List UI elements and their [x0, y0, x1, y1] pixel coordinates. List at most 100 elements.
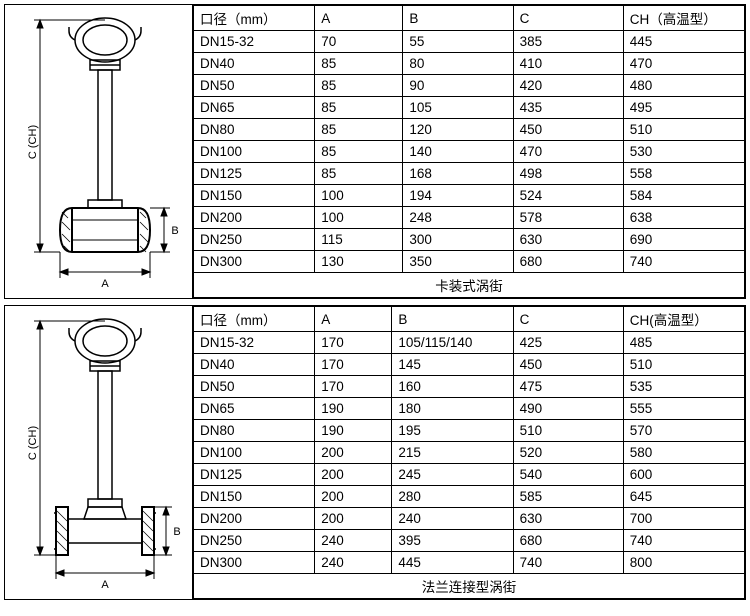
table-cell: 645: [623, 486, 744, 508]
table-cell: 240: [315, 530, 392, 552]
table-row: DN250240395680740: [194, 530, 745, 552]
column-header: B: [392, 307, 513, 332]
table-cell: 800: [623, 552, 744, 574]
table-row: DN10085140470530: [194, 141, 745, 163]
table-cell: DN150: [194, 185, 315, 207]
diagram-wafer: C (CH) B A: [5, 5, 193, 298]
table-cell: DN15-32: [194, 31, 315, 53]
table-cell: 520: [513, 442, 623, 464]
table-row: DN150200280585645: [194, 486, 745, 508]
table-row: DN250115300630690: [194, 229, 745, 251]
table-row: DN300240445740800: [194, 552, 745, 574]
table-cell: 570: [623, 420, 744, 442]
table-cell: 450: [513, 354, 623, 376]
column-header: 口径（mm）: [194, 307, 315, 332]
table-cell: 85: [315, 163, 403, 185]
table-cell: 470: [513, 141, 623, 163]
table-cell: 170: [315, 332, 392, 354]
table-cell: 200: [315, 442, 392, 464]
table-cell: 180: [392, 398, 513, 420]
column-header: B: [403, 6, 513, 31]
dim-b-label: B: [171, 225, 178, 237]
table-cell: DN100: [194, 442, 315, 464]
table-cell: 140: [403, 141, 513, 163]
table-cell: 485: [623, 332, 744, 354]
table-cell: 200: [315, 508, 392, 530]
table-cell: 170: [315, 376, 392, 398]
table-cell: 630: [513, 508, 623, 530]
table-cell: DN65: [194, 398, 315, 420]
table-cell: DN50: [194, 75, 315, 97]
table-cell: DN15-32: [194, 332, 315, 354]
table-row: DN150100194524584: [194, 185, 745, 207]
table-cell: 200: [315, 486, 392, 508]
column-header: CH（高温型）: [623, 6, 744, 31]
column-header: C: [513, 6, 623, 31]
table-cell: 680: [513, 251, 623, 273]
table-cell: 410: [513, 53, 623, 75]
column-header: CH(高温型）: [623, 307, 744, 332]
table-cell: 470: [623, 53, 744, 75]
table-cell: 145: [392, 354, 513, 376]
table-cell: DN125: [194, 163, 315, 185]
table-cell: 510: [623, 354, 744, 376]
table-cell: 445: [392, 552, 513, 574]
table-cell: 85: [315, 97, 403, 119]
table-row: DN508590420480: [194, 75, 745, 97]
table-cell: 630: [513, 229, 623, 251]
table-cell: 350: [403, 251, 513, 273]
table-row: DN40170145450510: [194, 354, 745, 376]
table-cell: 105/115/140: [392, 332, 513, 354]
table-row: DN408580410470: [194, 53, 745, 75]
table-row: DN65190180490555: [194, 398, 745, 420]
table-flange: 口径（mm）ABCCH(高温型） DN15-32170105/115/14042…: [193, 306, 745, 599]
table-cell: 240: [315, 552, 392, 574]
table-cell: 555: [623, 398, 744, 420]
table-cell: 510: [513, 420, 623, 442]
table-cell: DN200: [194, 508, 315, 530]
table-cell: 130: [315, 251, 403, 273]
table-cell: 498: [513, 163, 623, 185]
table-cell: 435: [513, 97, 623, 119]
table-header-row: 口径（mm）ABCCH（高温型）: [194, 6, 745, 31]
table-cell: 55: [403, 31, 513, 53]
table-cell: 495: [623, 97, 744, 119]
table-cell: 85: [315, 53, 403, 75]
table-wafer-wrap: 口径（mm）ABCCH（高温型） DN15-327055385445DN4085…: [193, 5, 745, 298]
table-cell: DN150: [194, 486, 315, 508]
wafer-svg: C (CH) B A: [10, 12, 188, 292]
table-cell: 85: [315, 75, 403, 97]
table-cell: 168: [403, 163, 513, 185]
table-cell: 740: [623, 530, 744, 552]
table-cell: 420: [513, 75, 623, 97]
table-cell: 740: [513, 552, 623, 574]
table-cell: 475: [513, 376, 623, 398]
table-cell: 80: [403, 53, 513, 75]
table-cell: 215: [392, 442, 513, 464]
dim-b-label: B: [173, 526, 180, 538]
dim-c-label: C (CH): [27, 124, 39, 158]
dim-c-label: C (CH): [27, 425, 39, 459]
table-cell: 90: [403, 75, 513, 97]
table-row: DN100200215520580: [194, 442, 745, 464]
table-cell: DN80: [194, 119, 315, 141]
table-cell: 558: [623, 163, 744, 185]
table-cell: 540: [513, 464, 623, 486]
table-cell: 245: [392, 464, 513, 486]
column-header: A: [315, 307, 392, 332]
column-header: C: [513, 307, 623, 332]
table-cell: 585: [513, 486, 623, 508]
caption-row: 法兰连接型涡街: [194, 574, 745, 599]
table-cell: 85: [315, 141, 403, 163]
table-row: DN12585168498558: [194, 163, 745, 185]
table-cell: DN100: [194, 141, 315, 163]
table-cell: 170: [315, 354, 392, 376]
table-cell: DN40: [194, 354, 315, 376]
table-cell: 700: [623, 508, 744, 530]
column-header: A: [315, 6, 403, 31]
table-cell: 160: [392, 376, 513, 398]
table-cell: 300: [403, 229, 513, 251]
table-cell: 195: [392, 420, 513, 442]
table-row: DN300130350680740: [194, 251, 745, 273]
table-cell: 740: [623, 251, 744, 273]
